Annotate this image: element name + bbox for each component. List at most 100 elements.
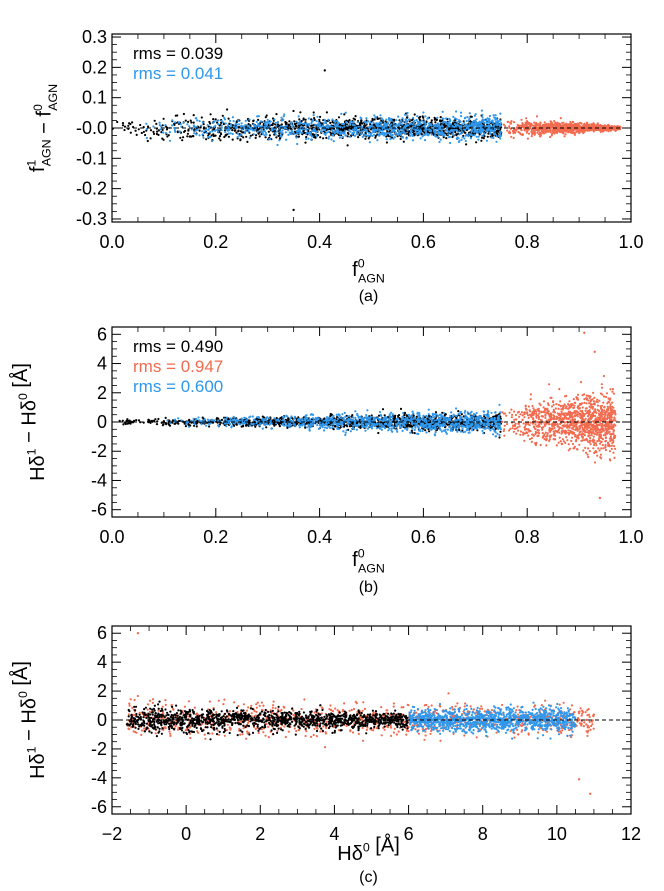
data-point bbox=[265, 136, 267, 138]
data-point bbox=[328, 136, 330, 138]
data-point bbox=[554, 124, 556, 126]
data-point bbox=[530, 125, 532, 127]
data-point bbox=[593, 130, 595, 132]
data-point bbox=[570, 123, 572, 125]
data-point bbox=[561, 130, 563, 132]
data-point bbox=[412, 135, 414, 137]
data-point bbox=[271, 129, 273, 131]
data-point bbox=[207, 136, 209, 138]
data-point bbox=[481, 110, 483, 112]
points-panel-1 bbox=[112, 69, 622, 211]
data-point bbox=[180, 123, 182, 125]
data-point bbox=[285, 131, 287, 133]
data-point bbox=[480, 132, 482, 134]
data-point bbox=[354, 127, 356, 129]
data-point bbox=[274, 132, 276, 134]
data-point bbox=[344, 130, 346, 132]
data-point bbox=[345, 112, 347, 114]
data-point bbox=[414, 125, 416, 127]
data-point bbox=[187, 121, 189, 123]
data-point bbox=[555, 130, 557, 132]
data-point bbox=[388, 117, 390, 119]
data-point bbox=[559, 131, 561, 133]
data-point bbox=[416, 119, 418, 121]
data-point bbox=[493, 129, 495, 131]
data-point bbox=[410, 123, 412, 125]
data-point bbox=[361, 130, 363, 132]
data-point bbox=[286, 427, 288, 429]
data-point bbox=[366, 130, 368, 132]
data-point bbox=[221, 120, 223, 122]
data-point bbox=[393, 122, 395, 124]
data-point bbox=[190, 121, 192, 123]
data-point bbox=[195, 130, 197, 132]
data-point bbox=[313, 111, 315, 113]
data-point bbox=[416, 115, 418, 117]
data-point bbox=[526, 132, 528, 134]
data-point bbox=[237, 133, 239, 135]
data-point bbox=[285, 139, 287, 141]
data-point bbox=[503, 124, 505, 126]
data-point bbox=[431, 119, 433, 121]
data-point bbox=[329, 122, 331, 124]
data-point bbox=[258, 123, 260, 125]
data-point bbox=[294, 123, 296, 125]
data-point bbox=[335, 129, 337, 131]
data-point bbox=[279, 130, 281, 132]
data-point bbox=[567, 131, 569, 133]
data-point bbox=[486, 125, 488, 127]
data-point bbox=[409, 133, 411, 135]
data-point bbox=[556, 125, 558, 127]
data-point bbox=[550, 126, 552, 128]
data-point bbox=[291, 130, 293, 132]
data-point bbox=[322, 137, 324, 139]
data-point bbox=[342, 136, 344, 138]
data-point bbox=[350, 120, 352, 122]
data-point bbox=[233, 120, 235, 122]
data-point bbox=[577, 123, 579, 125]
data-point bbox=[536, 115, 538, 117]
data-point bbox=[451, 136, 453, 138]
data-point bbox=[434, 135, 436, 137]
data-point bbox=[395, 132, 397, 134]
data-point bbox=[232, 139, 234, 141]
data-point bbox=[425, 132, 427, 134]
data-point bbox=[323, 122, 325, 124]
data-point bbox=[292, 125, 294, 127]
data-point bbox=[345, 121, 347, 123]
data-point bbox=[397, 116, 399, 118]
data-point bbox=[195, 133, 197, 135]
data-point bbox=[357, 121, 359, 123]
data-point bbox=[315, 133, 317, 135]
data-point bbox=[249, 137, 251, 139]
data-point bbox=[403, 141, 405, 143]
data-point bbox=[452, 116, 454, 118]
data-point bbox=[250, 135, 252, 137]
data-point bbox=[369, 121, 371, 123]
data-point bbox=[194, 126, 196, 128]
data-point bbox=[298, 133, 300, 135]
data-point bbox=[138, 128, 140, 130]
data-point bbox=[343, 126, 345, 128]
data-point bbox=[279, 425, 281, 427]
data-point bbox=[339, 137, 341, 139]
data-point bbox=[493, 133, 495, 135]
data-point bbox=[276, 144, 278, 146]
data-point bbox=[414, 432, 416, 434]
data-point bbox=[212, 133, 214, 135]
data-point bbox=[389, 119, 391, 121]
data-point bbox=[240, 125, 242, 127]
data-point bbox=[281, 129, 283, 131]
data-point bbox=[499, 133, 501, 135]
data-point bbox=[413, 121, 415, 123]
data-point bbox=[402, 117, 404, 119]
data-point bbox=[510, 123, 512, 125]
data-point bbox=[298, 136, 300, 138]
data-point bbox=[406, 112, 408, 114]
data-point bbox=[236, 124, 238, 126]
data-point bbox=[487, 136, 489, 138]
data-point bbox=[211, 140, 213, 142]
data-point bbox=[349, 123, 351, 125]
data-point bbox=[453, 120, 455, 122]
data-point bbox=[264, 130, 266, 132]
